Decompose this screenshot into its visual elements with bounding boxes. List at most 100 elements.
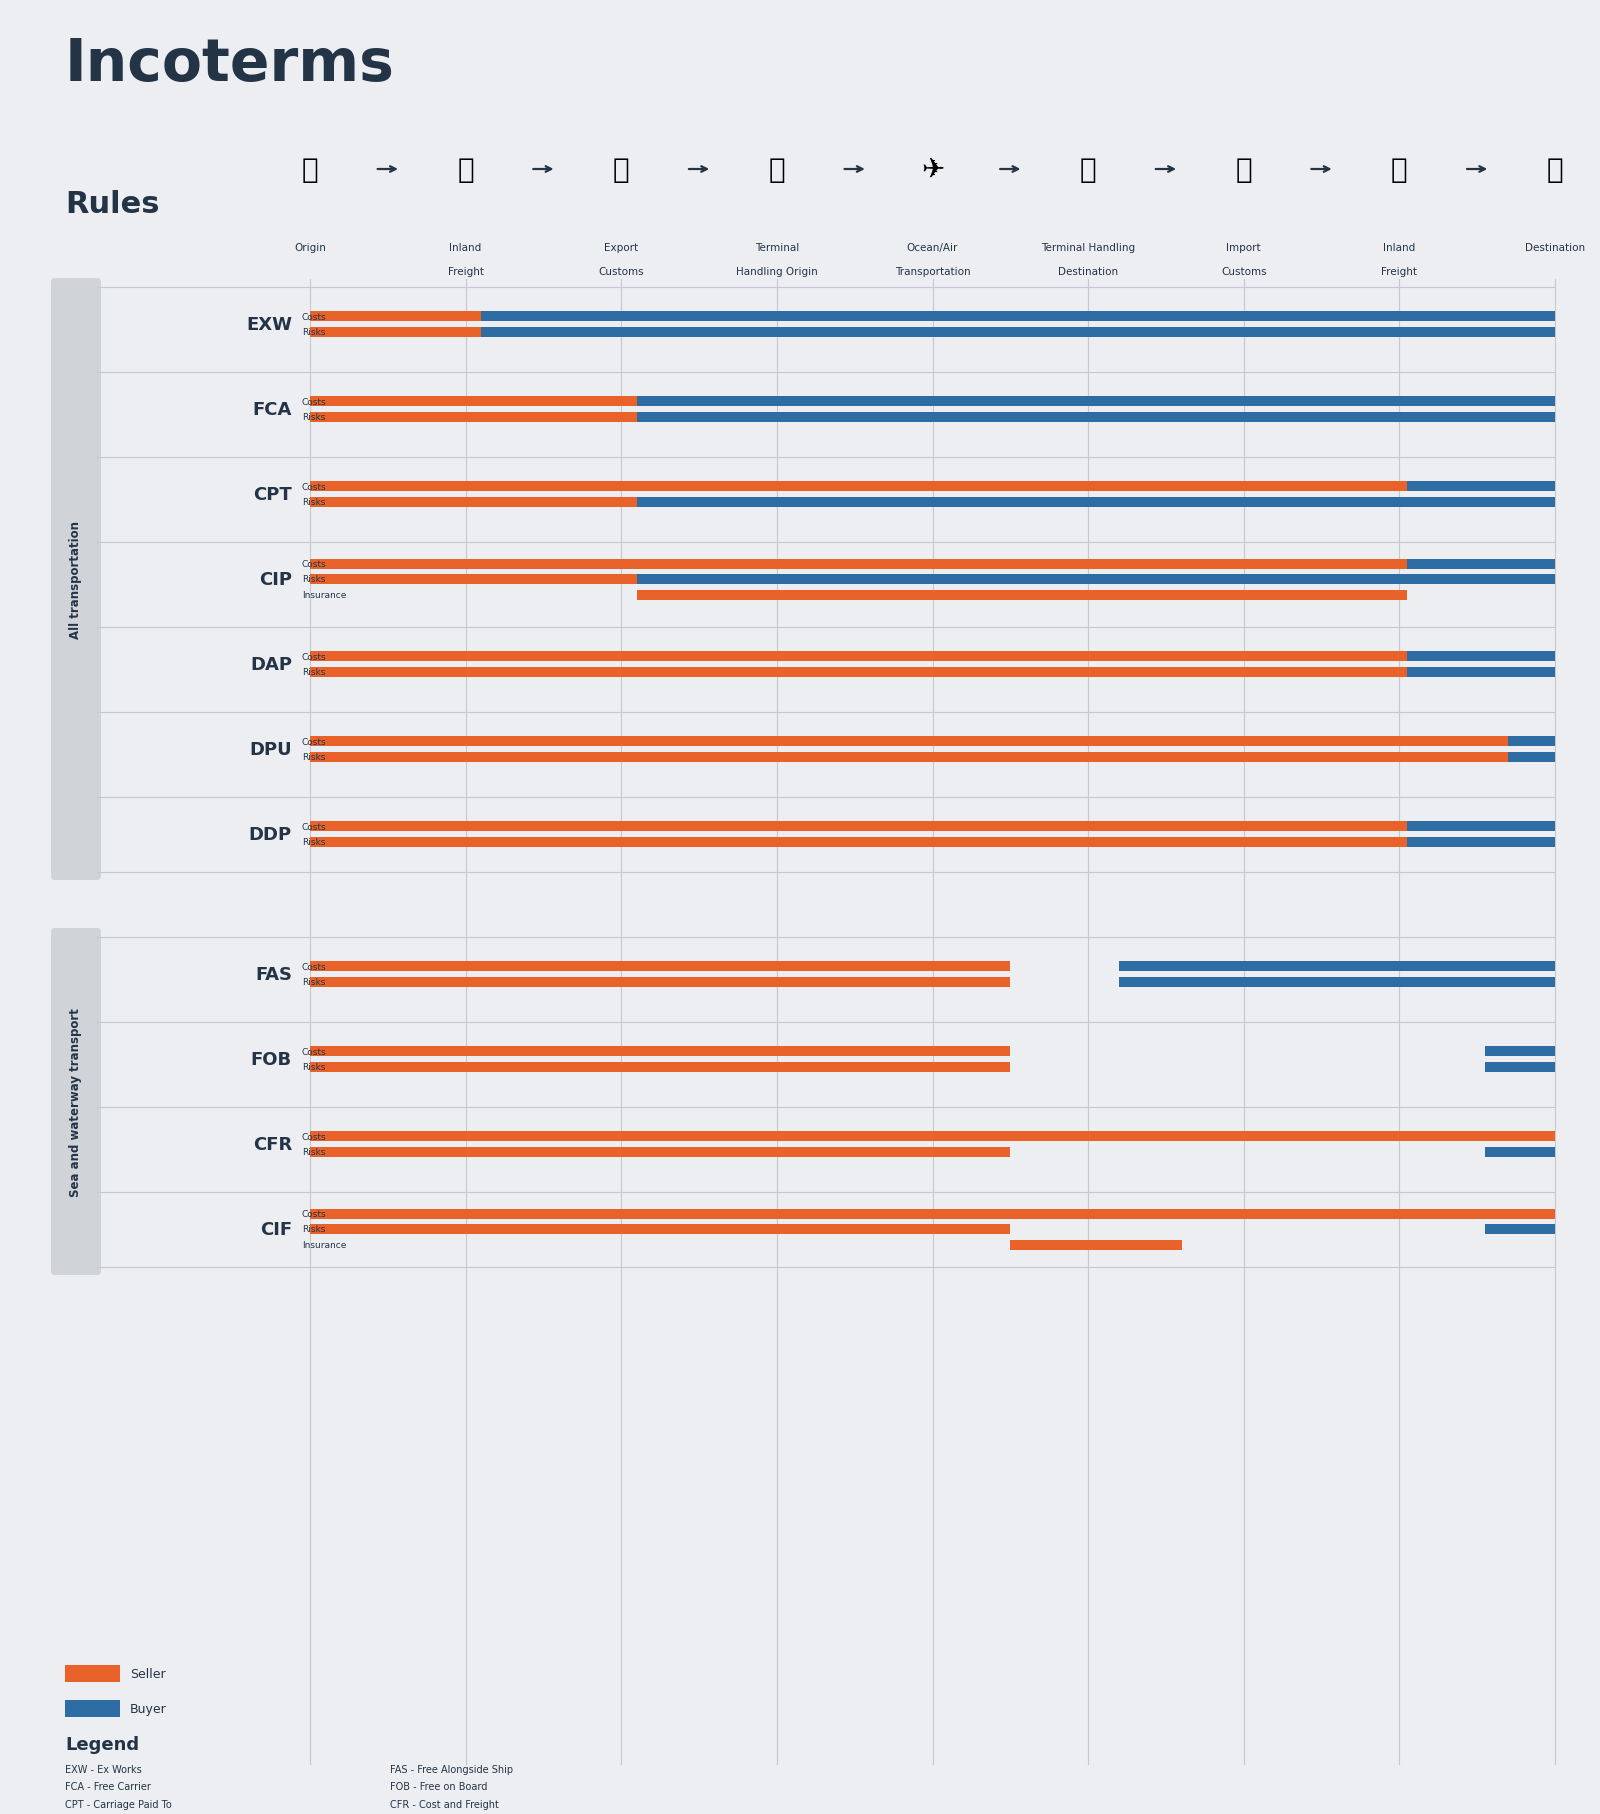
Bar [310,1224,1010,1234]
Text: Legend: Legend [66,1734,139,1752]
Text: Risks: Risks [302,1224,325,1234]
Bar [637,575,1555,584]
Text: DDP: DDP [250,825,291,844]
Text: FAS - Free Alongside Ship: FAS - Free Alongside Ship [390,1763,514,1774]
Bar [310,668,1406,677]
Text: Risks: Risks [302,575,325,584]
Text: Incoterms: Incoterms [66,36,395,94]
Text: Insurance: Insurance [302,1241,346,1250]
Bar [310,1146,1010,1157]
Text: FCA - Free Carrier: FCA - Free Carrier [66,1781,150,1792]
Text: Handling Origin: Handling Origin [736,267,818,278]
Text: 🏗: 🏗 [768,156,786,183]
Bar [310,651,1406,662]
Bar [310,838,1406,847]
Text: FCA: FCA [253,401,291,419]
Bar [1406,822,1555,833]
Text: Costs: Costs [302,483,326,492]
Bar [1120,961,1555,972]
Text: Ocean/Air: Ocean/Air [907,243,958,252]
Text: DPU: DPU [250,740,291,758]
Text: CPT: CPT [253,486,291,504]
Text: Costs: Costs [302,653,326,662]
Bar [66,1665,120,1682]
Text: Risks: Risks [302,414,325,423]
Bar [310,412,637,423]
Text: CFR: CFR [253,1136,291,1154]
Bar [482,328,1555,337]
Text: FOB: FOB [251,1050,291,1068]
Text: FAS: FAS [254,965,291,983]
Bar [310,978,1010,987]
Text: CPT - Carriage Paid To: CPT - Carriage Paid To [66,1799,171,1809]
Bar [637,559,1406,570]
Text: Costs: Costs [302,397,326,406]
FancyBboxPatch shape [51,929,101,1275]
Text: Export: Export [605,243,638,252]
Text: Risks: Risks [302,978,325,987]
Text: 🏭: 🏭 [302,156,318,183]
Bar [637,412,1555,423]
Bar [310,1208,1555,1219]
Bar [1406,483,1555,492]
Bar [310,483,637,492]
Text: Costs: Costs [302,1210,326,1219]
Text: DAP: DAP [250,655,291,673]
Bar [1406,651,1555,662]
Text: Customs: Customs [1221,267,1267,278]
Text: All transportation: All transportation [69,521,83,639]
Bar [637,483,1406,492]
Text: Import: Import [1227,243,1261,252]
Bar [310,575,637,584]
Bar [310,397,637,406]
Bar [310,736,1555,747]
Bar [1406,668,1555,677]
Text: Costs: Costs [302,822,326,831]
Text: Origin: Origin [294,243,326,252]
Bar [1509,736,1555,747]
Text: 🚛: 🚛 [1390,156,1408,183]
Text: Destination: Destination [1058,267,1118,278]
Text: Destination: Destination [1525,243,1586,252]
Text: Risks: Risks [302,1148,325,1157]
Text: CIP: CIP [259,571,291,590]
FancyBboxPatch shape [51,279,101,880]
Bar [310,328,482,337]
Bar [66,1700,120,1718]
Bar [1485,1224,1555,1234]
Text: Inland: Inland [1384,243,1416,252]
Bar [1406,559,1555,570]
Bar [1485,1047,1555,1058]
Text: Rules: Rules [66,190,160,219]
Text: 🚛: 🚛 [458,156,474,183]
Bar [637,397,1555,406]
Text: EXW: EXW [246,316,291,334]
Text: Terminal Handling: Terminal Handling [1042,243,1134,252]
Bar [1509,753,1555,762]
Text: ✈: ✈ [922,156,944,183]
Bar [637,497,1555,508]
Text: Risks: Risks [302,1063,325,1072]
Text: Costs: Costs [302,1132,326,1141]
Text: Seller: Seller [130,1667,166,1680]
Text: 📤: 📤 [613,156,629,183]
Text: EXW - Ex Works: EXW - Ex Works [66,1763,142,1774]
Text: Risks: Risks [302,753,325,762]
Text: 📦: 📦 [1235,156,1253,183]
Text: FOB - Free on Board: FOB - Free on Board [390,1781,488,1792]
Text: Costs: Costs [302,736,326,746]
Text: Costs: Costs [302,961,326,970]
Bar [310,822,1406,833]
Bar [1010,1239,1181,1250]
Text: Customs: Customs [598,267,645,278]
Text: 🏢: 🏢 [1547,156,1563,183]
Bar [310,1063,1010,1072]
Text: Risks: Risks [302,328,325,337]
Bar [310,497,637,508]
Text: Inland: Inland [450,243,482,252]
Text: Insurance: Insurance [302,591,346,600]
Text: 🏗: 🏗 [1080,156,1096,183]
Text: Risks: Risks [302,668,325,677]
Text: Costs: Costs [302,561,326,568]
Bar [1485,1063,1555,1072]
